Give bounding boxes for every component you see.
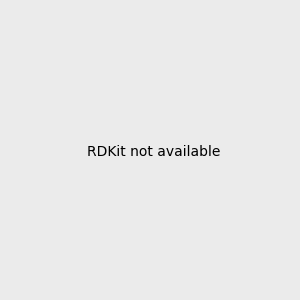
Text: RDKit not available: RDKit not available (87, 145, 220, 158)
